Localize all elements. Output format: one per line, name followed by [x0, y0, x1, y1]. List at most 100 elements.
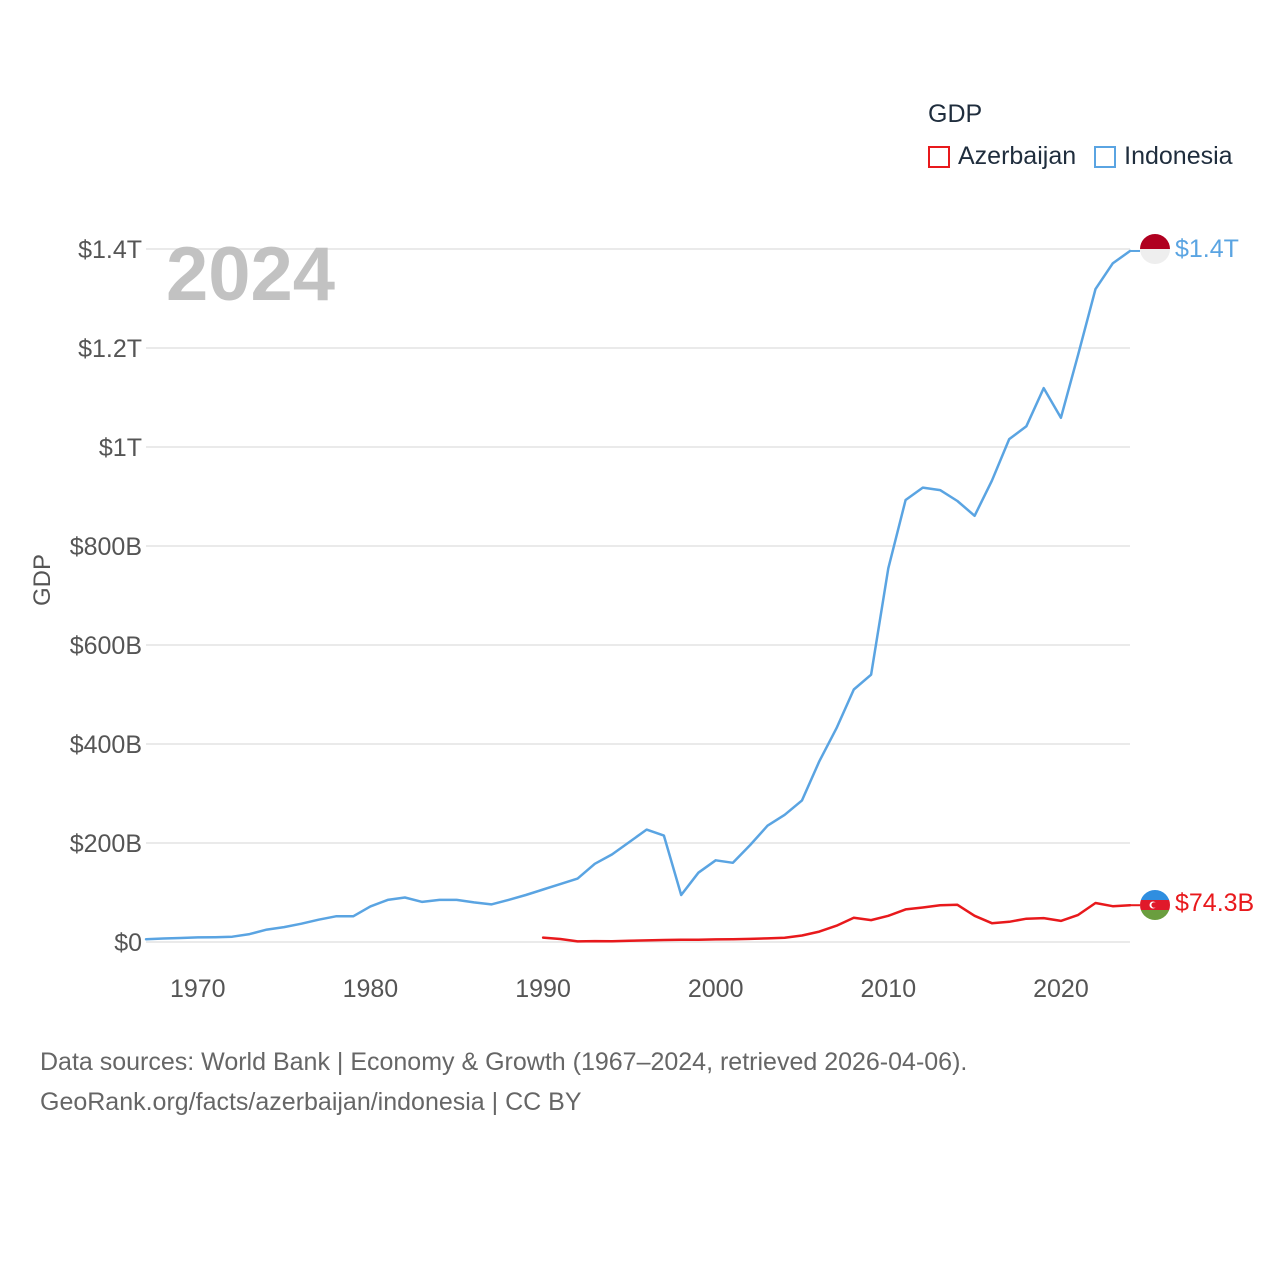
data-point-azerbaijan: [1075, 912, 1081, 918]
data-point-indonesia: [782, 812, 788, 818]
data-point-azerbaijan: [695, 937, 701, 943]
x-tick-label: 2000: [688, 975, 744, 1003]
data-point-azerbaijan: [920, 905, 926, 911]
x-tick-label: 2010: [861, 975, 917, 1003]
y-tick-labels: $0 $200B $400B $600B $800B $1T $1.2T $1.4T: [70, 236, 142, 957]
data-point-azerbaijan: [989, 920, 995, 926]
data-point-azerbaijan: [747, 936, 753, 942]
data-point-indonesia: [523, 892, 529, 898]
legend-swatch-azerbaijan: [928, 145, 950, 168]
data-point-azerbaijan: [644, 937, 650, 943]
data-point-indonesia: [799, 797, 805, 803]
data-point-indonesia: [609, 851, 615, 857]
legend-item-indonesia[interactable]: Indonesia: [1094, 142, 1233, 171]
footer-sources: Data sources: World Bank | Economy & Gro…: [40, 1048, 968, 1076]
data-point-indonesia: [454, 897, 460, 903]
data-point-indonesia: [367, 903, 373, 909]
legend-swatch-indonesia: [1094, 145, 1117, 168]
series-line-indonesia: [144, 249, 1132, 941]
data-point-indonesia: [160, 936, 166, 942]
data-point-azerbaijan: [592, 938, 598, 944]
data-point-indonesia: [333, 913, 339, 919]
series-line-azerbaijan: [541, 901, 1132, 943]
data-point-azerbaijan: [885, 913, 891, 919]
data-point-azerbaijan: [765, 935, 771, 941]
data-point-indonesia: [903, 497, 909, 503]
data-point-indonesia: [1075, 351, 1081, 357]
data-point-indonesia: [972, 513, 978, 519]
data-point-indonesia: [298, 921, 304, 927]
y-tick-label: $600B: [70, 632, 142, 660]
data-point-indonesia: [920, 485, 926, 491]
data-point-azerbaijan: [626, 938, 632, 944]
x-tick-label: 1970: [170, 975, 226, 1003]
y-tick-label: $1.2T: [78, 335, 142, 363]
footer-attribution[interactable]: GeoRank.org/facts/azerbaijan/indonesia |…: [40, 1088, 582, 1116]
data-point-indonesia: [747, 842, 753, 848]
data-point-indonesia: [575, 876, 581, 882]
gridlines: [146, 248, 1130, 943]
data-point-indonesia: [834, 725, 840, 731]
legend-label-azerbaijan: Azerbaijan: [958, 142, 1077, 170]
data-point-indonesia: [1023, 423, 1029, 429]
x-tick-label: 1980: [343, 975, 399, 1003]
legend-title: GDP: [928, 100, 983, 128]
data-point-indonesia: [506, 897, 512, 903]
y-tick-label: $200B: [70, 830, 142, 858]
data-point-indonesia: [540, 887, 546, 893]
data-point-azerbaijan: [557, 936, 563, 942]
data-point-indonesia: [954, 498, 960, 504]
data-point-indonesia: [1093, 286, 1099, 292]
data-point-azerbaijan: [937, 902, 943, 908]
data-point-azerbaijan: [1110, 903, 1116, 909]
y-tick-label: $1.4T: [78, 236, 142, 264]
data-point-indonesia: [1110, 260, 1116, 266]
data-point-indonesia: [557, 881, 563, 887]
data-point-indonesia: [885, 565, 891, 571]
legend-label-indonesia: Indonesia: [1124, 142, 1233, 170]
data-point-indonesia: [989, 478, 995, 484]
data-point-indonesia: [247, 931, 253, 937]
data-point-azerbaijan: [609, 938, 615, 944]
x-tick-label: 1990: [515, 975, 571, 1003]
data-point-indonesia: [765, 823, 771, 829]
azerbaijan-flag-icon: [1140, 890, 1170, 920]
data-point-indonesia: [281, 924, 287, 930]
legend-item-azerbaijan[interactable]: Azerbaijan: [928, 142, 1076, 171]
data-point-indonesia: [229, 934, 235, 940]
series-lines: [144, 249, 1140, 944]
azerbaijan-end-label: $74.3B: [1175, 889, 1254, 917]
data-point-indonesia: [937, 487, 943, 493]
data-point-indonesia: [402, 895, 408, 901]
data-point-azerbaijan: [782, 935, 788, 941]
data-point-azerbaijan: [540, 935, 546, 941]
data-point-indonesia: [868, 672, 874, 678]
data-point-azerbaijan: [972, 913, 978, 919]
indonesia-flag-icon: [1140, 234, 1170, 264]
data-point-indonesia: [471, 899, 477, 905]
data-point-azerbaijan: [868, 917, 874, 923]
data-point-indonesia: [1006, 436, 1012, 442]
data-point-indonesia: [488, 901, 494, 907]
y-tick-label: $400B: [70, 731, 142, 759]
y-tick-label: $1T: [99, 434, 142, 462]
year-watermark: 2024: [166, 232, 335, 317]
data-point-indonesia: [350, 913, 356, 919]
data-point-indonesia: [264, 927, 270, 933]
data-point-indonesia: [1041, 385, 1047, 391]
data-point-indonesia: [437, 897, 443, 903]
data-point-azerbaijan: [954, 902, 960, 908]
data-point-azerbaijan: [1058, 918, 1064, 924]
data-point-azerbaijan: [816, 929, 822, 935]
data-point-indonesia: [385, 897, 391, 903]
data-point-azerbaijan: [1041, 915, 1047, 921]
y-tick-label: $0: [114, 929, 142, 957]
data-point-azerbaijan: [661, 937, 667, 943]
data-point-azerbaijan: [575, 938, 581, 944]
x-tick-label: 2020: [1033, 975, 1089, 1003]
data-point-indonesia: [1058, 415, 1064, 421]
data-point-indonesia: [816, 758, 822, 764]
legend: Azerbaijan Indonesia: [928, 142, 1251, 171]
data-point-azerbaijan: [799, 933, 805, 939]
data-point-indonesia: [695, 870, 701, 876]
